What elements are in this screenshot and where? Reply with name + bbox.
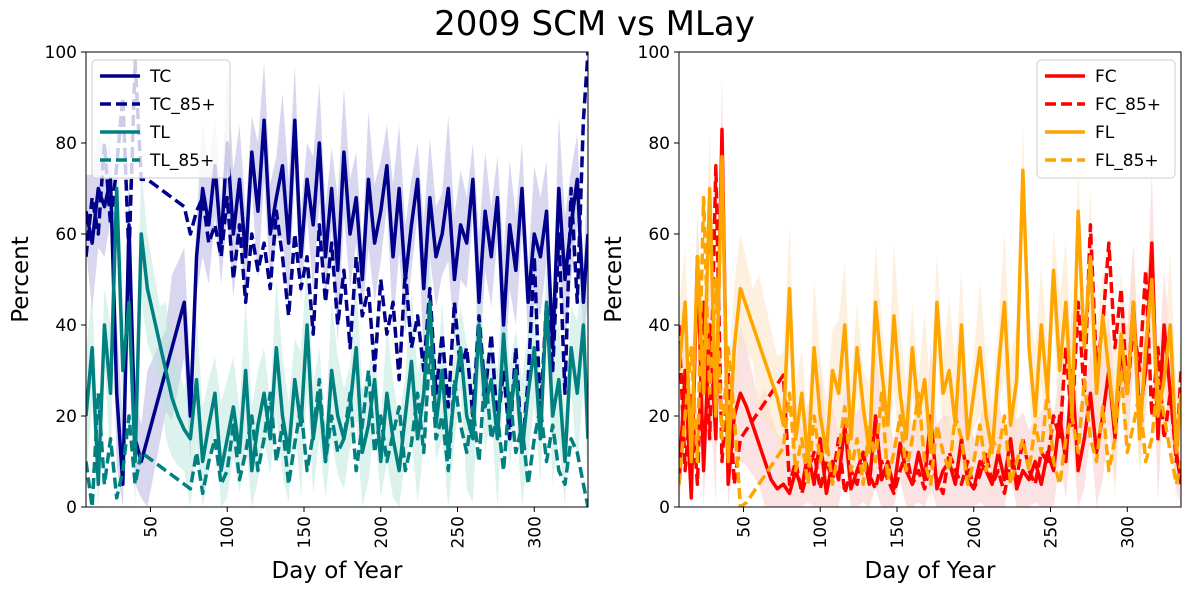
legend-label: FC_85+ (1095, 95, 1161, 115)
legend-box (1036, 59, 1176, 179)
series-line-tc-85- (86, 52, 588, 455)
axes-frame (85, 51, 589, 508)
x-tick-label: 300 (1118, 516, 1138, 548)
chart-title: 2009 SCM vs MLay (434, 4, 755, 44)
y-tick-label: 100 (638, 43, 670, 63)
x-axis-label: Day of Year (272, 558, 403, 584)
series-line-tl (86, 186, 588, 486)
legend-box (91, 59, 231, 179)
legend-label: FL (1095, 123, 1115, 143)
x-tick-label: 50 (734, 516, 754, 538)
series-line-tc (86, 118, 588, 486)
x-tick-label: 250 (449, 516, 469, 548)
x-tick-label: 250 (1042, 516, 1062, 548)
legend-label: TC (149, 67, 171, 87)
x-tick-label: 50 (141, 516, 161, 538)
x-tick-label: 150 (888, 516, 908, 548)
legend-label: TC_85+ (149, 95, 216, 115)
y-tick-label: 60 (55, 225, 77, 245)
x-axis-label: Day of Year (865, 558, 996, 584)
series-line-fl-85- (679, 195, 1181, 507)
y-tick-label: 20 (55, 407, 77, 427)
y-tick-label: 0 (659, 498, 670, 518)
y-tick-label: 80 (648, 134, 670, 154)
plot-panel-2: 0 20 40 60 80 100 50 100 150 200 250 300 Day of Year… (601, 43, 1182, 584)
legend-label: TL (149, 123, 170, 143)
series-line-tl-85- (86, 346, 588, 507)
x-tick-label: 100 (811, 516, 831, 548)
legend: TC TC_85+ TL TL_85+ (91, 59, 231, 179)
y-tick-label: 40 (648, 316, 670, 336)
x-tick-label: 300 (525, 516, 545, 548)
legend-label: TL_85+ (149, 151, 214, 171)
y-axis-label: Percent (8, 236, 34, 323)
legend-label: FL_85+ (1095, 151, 1159, 171)
x-tick-label: 200 (372, 516, 392, 548)
y-tick-label: 60 (648, 225, 670, 245)
axes-frame (678, 51, 1182, 508)
plot-panel-1: 0 20 40 60 80 100 50 100 150 200 250 300 Day of Year… (8, 43, 589, 584)
y-tick-label: 80 (55, 134, 77, 154)
y-tick-label: 100 (45, 43, 77, 63)
x-tick-label: 200 (965, 516, 985, 548)
series-line-fl (679, 154, 1181, 464)
y-tick-label: 0 (66, 498, 77, 518)
y-tick-label: 40 (55, 316, 77, 336)
x-tick-label: 100 (218, 516, 238, 548)
plot-area (679, 74, 1181, 507)
y-tick-label: 20 (648, 407, 670, 427)
x-tick-label: 150 (295, 516, 315, 548)
legend: FC FC_85+ FL FL_85+ (1036, 59, 1176, 179)
legend-label: FC (1095, 67, 1117, 87)
y-axis-label: Percent (601, 236, 627, 323)
